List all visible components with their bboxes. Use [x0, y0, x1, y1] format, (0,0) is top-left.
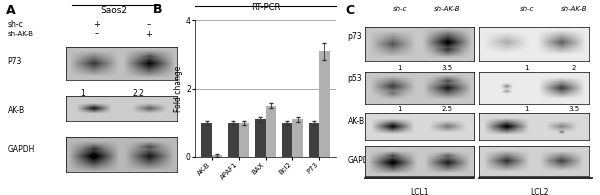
Y-axis label: Fold change: Fold change: [174, 66, 183, 112]
Text: B: B: [152, 3, 162, 16]
Text: GAPDH: GAPDH: [347, 156, 375, 165]
Text: RT-PCR: RT-PCR: [251, 3, 280, 12]
Bar: [239, 123, 249, 157]
Text: AK-B: AK-B: [8, 106, 25, 115]
Text: –: –: [94, 30, 98, 39]
Text: sh-AK-B: sh-AK-B: [8, 31, 34, 37]
Text: AK-B: AK-B: [347, 117, 365, 126]
Text: 3.5: 3.5: [442, 65, 452, 71]
Text: 1: 1: [80, 89, 85, 98]
Text: sh-c: sh-c: [520, 6, 534, 12]
Text: 2.5: 2.5: [442, 106, 452, 112]
Text: +: +: [145, 30, 152, 39]
Text: P73: P73: [8, 57, 22, 66]
Text: sh-c: sh-c: [392, 6, 407, 12]
Text: 1: 1: [524, 65, 529, 71]
Text: sh-AK-B: sh-AK-B: [434, 6, 460, 12]
Text: –: –: [146, 20, 151, 29]
Bar: [292, 119, 302, 157]
Text: A: A: [6, 4, 16, 17]
Bar: [202, 123, 212, 157]
Text: LCL1: LCL1: [410, 188, 429, 195]
Bar: [282, 123, 292, 157]
Text: sh-AK-B: sh-AK-B: [561, 6, 587, 12]
Text: 1: 1: [398, 65, 402, 71]
Text: p53: p53: [347, 74, 362, 83]
Text: Saos2: Saos2: [100, 6, 127, 15]
Bar: [212, 155, 222, 157]
Bar: [319, 51, 329, 157]
Text: C: C: [345, 4, 354, 17]
Text: p73: p73: [347, 32, 362, 41]
Text: .: .: [175, 143, 178, 153]
Text: 2: 2: [572, 65, 576, 71]
Text: GAPDH: GAPDH: [8, 145, 35, 154]
Text: 3.5: 3.5: [569, 106, 580, 112]
Text: 1: 1: [398, 106, 402, 112]
Text: +: +: [93, 20, 100, 29]
Bar: [229, 123, 239, 157]
Text: sh-c: sh-c: [8, 20, 23, 29]
Text: LCL2: LCL2: [530, 188, 548, 195]
Bar: [309, 123, 319, 157]
Text: 1: 1: [524, 106, 529, 112]
Bar: [265, 106, 276, 157]
Text: 2.2: 2.2: [133, 89, 144, 98]
Bar: [255, 119, 266, 157]
